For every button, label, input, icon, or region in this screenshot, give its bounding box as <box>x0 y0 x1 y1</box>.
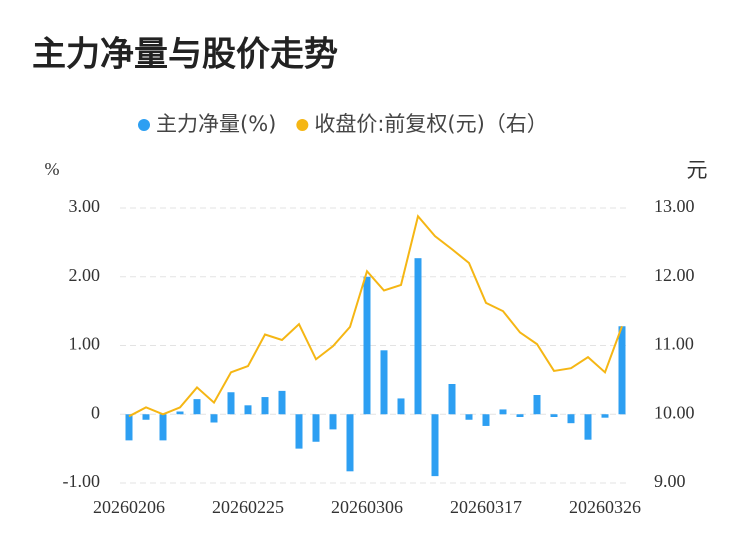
line <box>128 214 623 418</box>
y-tick-label: 1.00 <box>69 334 101 354</box>
x-tick-label: 20260206 <box>93 497 165 517</box>
bar <box>210 414 218 423</box>
legend-marker <box>296 119 309 131</box>
bar <box>227 392 235 415</box>
y-tick-label: 3.00 <box>69 196 101 216</box>
bar <box>533 395 541 415</box>
legend-marker <box>138 119 150 131</box>
bar <box>567 414 575 424</box>
y-tick-label: -1.00 <box>63 471 101 491</box>
y-tick-label: 2.00 <box>69 265 101 285</box>
bar <box>176 411 184 415</box>
bar <box>380 350 388 415</box>
bar <box>499 409 507 415</box>
bar <box>431 414 439 477</box>
legend: 主力净量(%) 收盘价:前复权(元)（右） <box>138 112 548 136</box>
x-tick-label: 20260317 <box>450 497 522 517</box>
bar <box>329 414 337 430</box>
bar <box>295 414 303 449</box>
y2-tick-label: 11.00 <box>654 334 694 354</box>
bar <box>346 414 354 472</box>
bar <box>312 414 320 442</box>
y-axis-label: % <box>45 159 60 179</box>
bar <box>482 414 490 426</box>
bar <box>193 399 201 415</box>
bar <box>261 397 269 415</box>
bar <box>516 414 524 417</box>
y2-tick-label: 12.00 <box>654 265 695 285</box>
bar <box>550 414 558 417</box>
chart-title: 主力净量与股价走势 <box>32 35 338 75</box>
bar <box>363 276 371 415</box>
bar <box>618 326 626 415</box>
bar <box>601 414 609 418</box>
bar <box>397 398 405 415</box>
legend-label: 主力净量(%) <box>156 112 276 136</box>
bar <box>465 414 473 420</box>
bar <box>278 390 286 415</box>
bar <box>584 414 592 440</box>
legend-label: 收盘价:前复权(元)（右） <box>314 112 547 136</box>
x-tick-label: 20260306 <box>331 497 403 517</box>
y2-tick-label: 13.00 <box>654 196 695 216</box>
bar <box>414 258 422 415</box>
x-tick-label: 20260225 <box>212 497 284 517</box>
y2-tick-label: 9.00 <box>654 471 686 491</box>
x-tick-label: 20260326 <box>569 497 641 517</box>
y-tick-label: 0 <box>91 402 100 422</box>
y2-axis-label: 元 <box>687 158 708 182</box>
bar <box>159 414 167 441</box>
bar <box>244 405 252 415</box>
bar <box>142 414 150 420</box>
bar <box>448 384 456 415</box>
bar <box>125 414 133 441</box>
y2-tick-label: 10.00 <box>654 402 695 422</box>
